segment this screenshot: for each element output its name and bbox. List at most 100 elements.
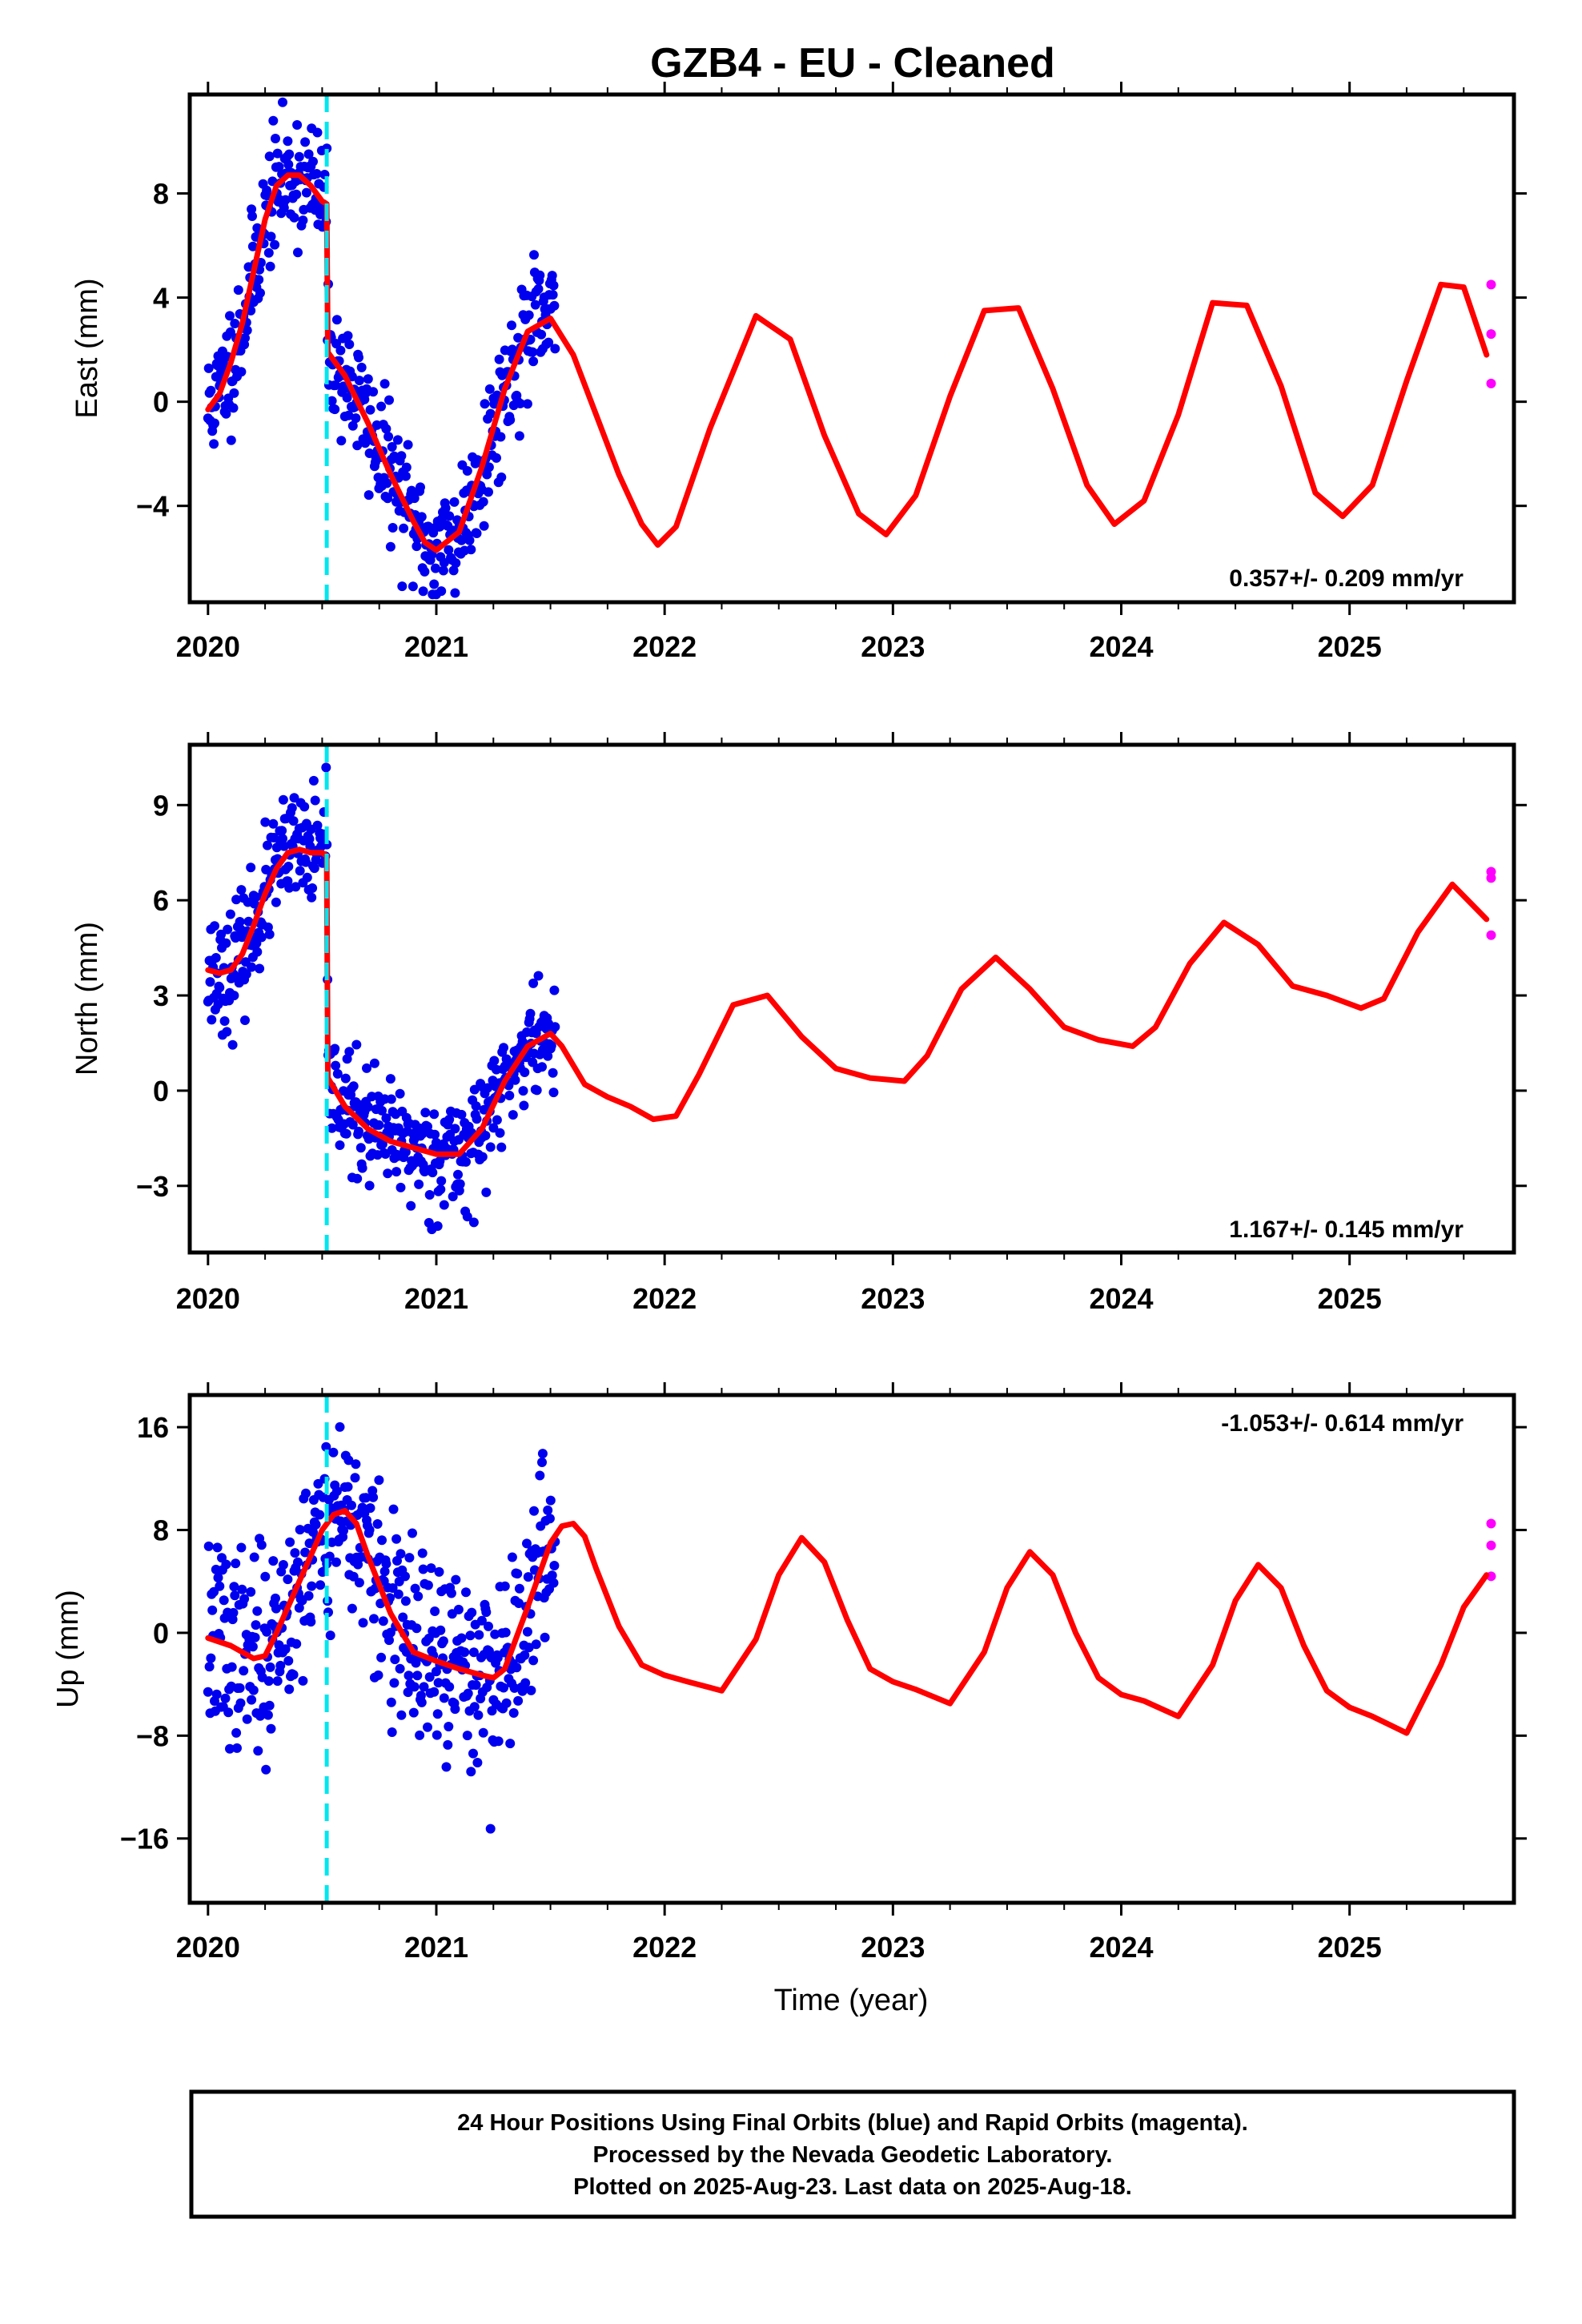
up-final-point <box>387 1727 397 1737</box>
north-final-point <box>287 802 297 813</box>
north-final-point <box>207 1015 217 1025</box>
north-final-point <box>227 1039 238 1050</box>
east-final-point <box>270 239 280 250</box>
up-final-point <box>288 1670 299 1680</box>
east-final-point <box>456 535 467 545</box>
up-final-point <box>545 1495 556 1506</box>
up-final-point <box>467 1607 477 1618</box>
north-y-tick-label: 6 <box>153 884 169 917</box>
east-final-point <box>312 127 323 138</box>
north-final-point <box>420 1108 431 1118</box>
up-final-point <box>430 1606 440 1616</box>
up-final-point <box>419 1682 429 1692</box>
north-final-point <box>222 1027 232 1037</box>
east-final-point <box>484 384 495 394</box>
east-final-point <box>351 413 361 424</box>
east-final-point <box>533 283 544 294</box>
up-final-point <box>416 1691 426 1701</box>
north-final-point <box>357 1163 367 1173</box>
up-final-point <box>377 1535 387 1546</box>
east-final-point <box>300 137 311 147</box>
north-final-point <box>205 977 215 987</box>
up-final-point <box>396 1549 406 1559</box>
up-final-point <box>481 1607 492 1618</box>
east-final-point <box>530 300 540 310</box>
north-final-point <box>304 834 315 844</box>
up-x-tick-label: 2020 <box>176 1931 240 1964</box>
north-final-point <box>288 816 299 826</box>
north-final-point <box>374 1120 384 1130</box>
east-final-point <box>364 448 375 458</box>
north-x-tick-label: 2024 <box>1089 1282 1153 1315</box>
up-final-point <box>271 1603 281 1614</box>
up-final-point <box>374 1475 384 1486</box>
north-final-point <box>496 1142 507 1152</box>
east-plot-frame <box>187 92 1516 605</box>
east-final-point <box>331 315 342 325</box>
north-final-point <box>246 862 256 873</box>
east-final-point <box>339 381 348 392</box>
east-y-tick-label: 8 <box>153 178 169 211</box>
up-final-point <box>537 1449 548 1459</box>
up-final-point <box>253 1746 263 1756</box>
east-final-point <box>233 285 243 296</box>
chart-title: GZB4 - EU - Cleaned <box>650 40 1055 86</box>
up-final-point <box>520 1650 530 1660</box>
up-final-point <box>235 1698 246 1708</box>
up-x-tick-label: 2024 <box>1089 1931 1153 1964</box>
up-final-point <box>469 1702 480 1712</box>
north-final-point <box>295 866 305 876</box>
east-final-point <box>322 143 332 154</box>
east-final-point <box>240 333 250 344</box>
north-final-point <box>210 921 219 931</box>
up-final-point <box>239 1666 249 1676</box>
up-final-point <box>395 1663 405 1674</box>
up-final-point <box>225 1743 235 1754</box>
east-final-point <box>363 490 374 501</box>
up-final-point <box>549 1561 560 1570</box>
east-final-point <box>548 290 558 300</box>
up-final-point <box>390 1655 400 1665</box>
up-final-point <box>537 1458 547 1467</box>
up-final-point <box>275 1660 286 1671</box>
up-final-point <box>242 1714 252 1724</box>
north-final-point <box>543 1051 553 1061</box>
up-final-point <box>513 1695 524 1706</box>
up-final-point <box>423 1580 433 1590</box>
up-final-point <box>350 1473 360 1483</box>
north-final-point <box>229 991 239 1001</box>
east-panel: 2020 2021 2022 2023 2024 2025 −4 0 4 8 East (mm) 0.… <box>70 82 1527 663</box>
north-final-point <box>381 1113 391 1124</box>
up-final-point <box>301 1488 311 1498</box>
up-final-point <box>389 1678 400 1688</box>
up-panel: 2020 2021 2022 2023 2024 2025 −16 −8 0 8 16 Up (mm)… <box>51 1382 1527 1964</box>
up-final-points <box>203 1421 560 1834</box>
up-final-point <box>393 1589 404 1599</box>
up-final-point <box>285 1537 295 1547</box>
east-final-point <box>210 418 219 428</box>
up-final-point <box>351 1459 361 1470</box>
up-final-point <box>418 1564 428 1574</box>
east-final-point <box>283 136 293 147</box>
up-final-point <box>439 1693 449 1703</box>
north-final-point <box>347 1120 358 1130</box>
east-x-tick-label: 2020 <box>176 630 240 663</box>
north-final-point <box>548 1088 559 1098</box>
north-rapid-points <box>1486 866 1496 940</box>
up-final-point <box>373 1670 383 1680</box>
north-final-point <box>215 983 225 993</box>
east-final-point <box>484 462 494 472</box>
up-final-point <box>451 1574 461 1585</box>
up-final-point <box>474 1630 484 1640</box>
up-y-tick-label: 16 <box>137 1411 169 1444</box>
up-final-point <box>462 1731 472 1741</box>
up-final-point <box>466 1767 476 1777</box>
east-final-point <box>484 487 493 497</box>
east-final-point <box>438 565 448 576</box>
north-final-point <box>312 820 323 830</box>
east-final-point <box>225 327 235 337</box>
north-final-point <box>528 978 539 988</box>
east-final-point <box>524 310 534 320</box>
north-final-point <box>321 762 331 773</box>
